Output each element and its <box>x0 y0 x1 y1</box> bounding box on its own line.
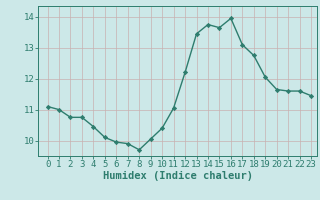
X-axis label: Humidex (Indice chaleur): Humidex (Indice chaleur) <box>103 171 252 181</box>
